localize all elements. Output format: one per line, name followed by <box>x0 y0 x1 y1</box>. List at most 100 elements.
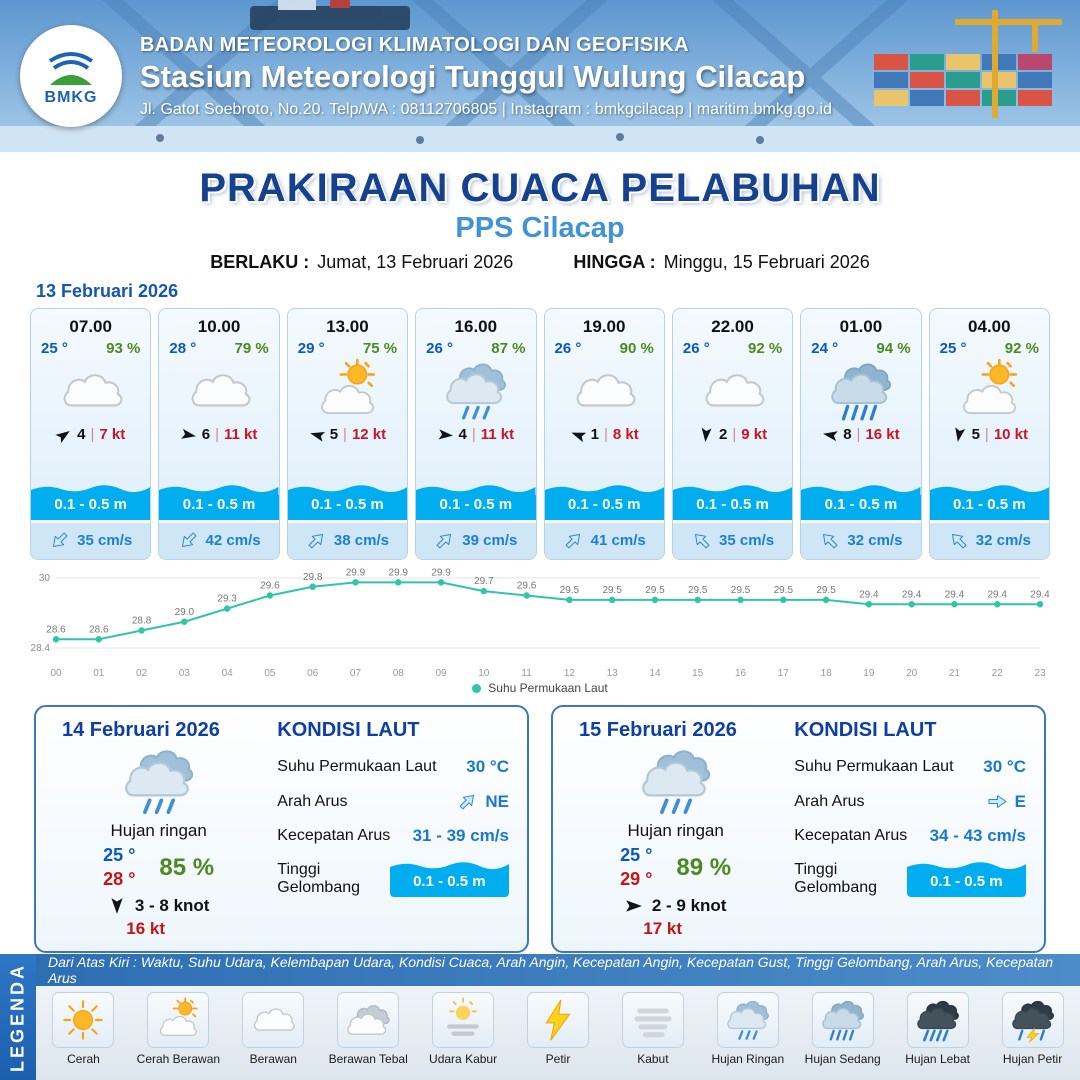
wind-info: 4 | 7 kt <box>56 426 125 443</box>
harbor-illustration <box>0 0 1080 152</box>
daily-condition: Hujan ringan <box>110 821 207 841</box>
wave-height-value: 0.1 - 0.5 m <box>801 495 921 520</box>
page-subtitle: PPS Cilacap <box>455 212 625 244</box>
daily-cards-row: 14 Februari 2026 Hujan ringan 25 ° 28 ° … <box>0 695 1080 953</box>
humidity: 90 % <box>619 340 654 357</box>
hourly-forecast-card: 04.00 25 ° 92 % 5 | 10 kt 0.1 - 0.5 m 32… <box>928 308 1050 560</box>
svg-text:15: 15 <box>692 668 704 679</box>
legend-dot <box>472 683 482 693</box>
sst-value: 30 °C <box>983 757 1026 776</box>
wave-height-value: 0.1 - 0.5 m <box>389 872 509 897</box>
legend-label: Udara Kabur <box>429 1052 498 1066</box>
current-info: 38 cm/s <box>287 520 408 559</box>
svg-text:22: 22 <box>992 668 1004 679</box>
legend-item: Berawan Tebal <box>321 992 416 1066</box>
current-info: 35 cm/s <box>31 520 151 559</box>
svg-text:29.4: 29.4 <box>987 589 1007 600</box>
wave-shape <box>159 485 279 495</box>
legend-label: Cerah Berawan <box>136 1052 221 1066</box>
wave-height-value: 0.1 - 0.5 m <box>31 495 151 520</box>
wave-height-graphic: 0.1 - 0.5 m <box>906 860 1026 897</box>
weather-icon <box>823 358 899 424</box>
wind-value: 5 <box>329 426 339 443</box>
current-direction-label: Arah Arus <box>277 792 348 810</box>
wave-height-band: 0.1 - 0.5 m <box>672 483 793 520</box>
air-temperature: 25 ° <box>41 340 68 357</box>
svg-text:11: 11 <box>521 668 532 679</box>
contact-line: Jl. Gatot Soebroto, No.20. Telp/WA : 081… <box>140 100 832 118</box>
current-speed: 42 cm/s <box>205 532 261 549</box>
daily-temp-max: 28 ° <box>103 868 136 889</box>
svg-text:28.6: 28.6 <box>89 624 109 635</box>
current-direction-icon <box>173 526 203 556</box>
wind-info: 6 | 11 kt <box>181 426 257 443</box>
humidity: 92 % <box>1004 340 1039 357</box>
hourly-forecast-card: 13.00 29 ° 75 % 5 | 12 kt 0.1 - 0.5 m 38… <box>286 308 409 560</box>
wind-direction-icon <box>625 897 643 915</box>
humidity: 75 % <box>362 340 398 357</box>
valid-from-value: Jumat, 13 Februari 2026 <box>317 252 514 272</box>
air-temperature: 26 ° <box>554 340 582 357</box>
svg-text:08: 08 <box>393 668 405 679</box>
legend-item: Hujan Petir <box>985 992 1080 1066</box>
fog-icon <box>630 997 676 1043</box>
svg-text:01: 01 <box>93 668 105 679</box>
header-banner: BMKG BADAN METEOROLOGI KLIMATOLOGI DAN G… <box>0 0 1080 152</box>
wave-height-graphic: 0.1 - 0.5 m <box>389 860 509 897</box>
svg-text:29.5: 29.5 <box>688 585 708 596</box>
sst-chart-section: 30 28.4 28.6 00 28.6 01 28.8 02 29.0 03 29.3 04 29.6… <box>0 560 1080 695</box>
heavy-rain-icon <box>915 997 961 1043</box>
daily-wind-range: 3 - 8 knot <box>134 896 210 915</box>
current-direction-icon <box>302 526 332 556</box>
svg-text:29.5: 29.5 <box>645 585 665 596</box>
forecast-time: 19.00 <box>582 317 626 336</box>
svg-text:13: 13 <box>607 668 619 679</box>
wind-direction-icon <box>307 425 327 445</box>
daily-forecast-card: 15 Februari 2026 Hujan ringan 25 ° 29 ° … <box>551 705 1046 953</box>
daily-temp-min: 25 ° <box>620 845 653 866</box>
humidity: 92 % <box>748 340 783 357</box>
wave-shape <box>389 862 509 872</box>
daily-wind-range: 2 - 9 knot <box>651 896 727 915</box>
org-name: BADAN METEOROLOGI KLIMATOLOGI DAN GEOFIS… <box>140 33 689 56</box>
svg-text:19: 19 <box>863 668 875 679</box>
title-section: PRAKIRAAN CUACA PELABUHAN PPS Cilacap BE… <box>0 152 1080 273</box>
forecast-time: 22.00 <box>711 317 754 336</box>
svg-text:17: 17 <box>778 668 790 679</box>
svg-text:30: 30 <box>39 573 51 584</box>
svg-text:29.9: 29.9 <box>431 567 451 578</box>
sst-label: Suhu Permukaan Laut <box>794 758 954 775</box>
wind-value: 4 <box>77 426 86 443</box>
hourly-forecast-card: 07.00 25 ° 93 % 4 | 7 kt 0.1 - 0.5 m 35 … <box>30 308 152 560</box>
wind-direction-icon <box>949 425 968 444</box>
daily-wind: 2 - 9 knot <box>625 896 727 916</box>
svg-text:12: 12 <box>564 668 576 679</box>
wave-height-label: Tinggi Gelombang <box>794 860 878 896</box>
wind-value: 6 <box>201 426 211 443</box>
air-temperature: 25 ° <box>939 340 967 357</box>
hourly-cards-row: 07.00 25 ° 93 % 4 | 7 kt 0.1 - 0.5 m 35 … <box>0 304 1080 560</box>
air-temperature: 26 ° <box>426 340 453 357</box>
sun-cloud-icon <box>155 997 201 1043</box>
cloud-icon <box>250 997 296 1043</box>
sea-conditions-title: KONDISI LAUT <box>794 719 937 741</box>
legend-icons-row: Cerah Cerah Berawan Berawan Berawan Teba… <box>36 986 1080 1080</box>
svg-text:28.8: 28.8 <box>132 616 152 627</box>
current-direction-icon <box>815 526 845 556</box>
legend-label: Berawan <box>249 1052 297 1066</box>
air-temperature: 26 ° <box>682 340 710 357</box>
wave-height-value: 0.1 - 0.5 m <box>159 495 279 520</box>
current-direction-icon <box>430 526 460 556</box>
current-speed: 35 cm/s <box>719 532 775 549</box>
svg-text:29.8: 29.8 <box>303 572 323 583</box>
bmkg-logo: BMKG <box>20 25 122 127</box>
svg-text:23: 23 <box>1034 668 1046 679</box>
separator: | <box>984 426 989 443</box>
svg-text:02: 02 <box>136 668 148 679</box>
lightning-icon <box>535 997 581 1043</box>
sst-value: 30 °C <box>466 757 509 776</box>
sea-surface-temperature-chart: 30 28.4 28.6 00 28.6 01 28.8 02 29.0 03 29.3 04 29.6… <box>31 567 1051 679</box>
wind-value: 2 <box>719 426 728 443</box>
legend-section: LEGENDA Dari Atas Kiri : Waktu, Suhu Uda… <box>0 954 1080 1080</box>
wind-value: 1 <box>590 426 599 443</box>
